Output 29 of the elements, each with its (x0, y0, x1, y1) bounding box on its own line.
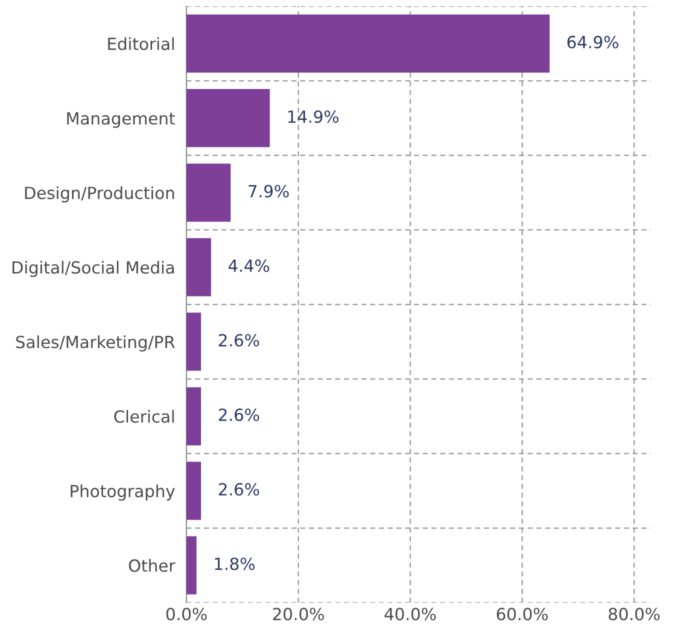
bar (186, 164, 231, 222)
data-label: 7.9% (248, 184, 289, 198)
data-label: 2.6% (218, 408, 260, 422)
x-tick-label: 0.0% (166, 608, 207, 620)
x-tick-label: 60.0% (496, 608, 548, 620)
y-tick-label: Sales/Marketing/PR (16, 335, 175, 352)
bar (186, 89, 270, 148)
bar (186, 462, 201, 520)
data-label: 64.9% (567, 36, 618, 48)
y-tick-label: Management (67, 112, 175, 128)
data-label: 4.4% (228, 259, 270, 272)
data-label: 1.8% (215, 558, 255, 570)
y-tick-label: Digital/Social Media (12, 260, 174, 277)
bar (186, 238, 212, 296)
data-label: 2.6% (218, 334, 260, 347)
bar (186, 536, 197, 594)
data-label: 2.6% (218, 483, 260, 496)
x-tick-label: 20.0% (273, 608, 324, 620)
y-tick-label: Clerical (114, 410, 174, 423)
bar (186, 14, 550, 73)
y-tick-label: Photography (70, 484, 175, 501)
y-tick-label: Other (128, 559, 176, 572)
bar (186, 312, 201, 371)
data-label: 14.9% (288, 110, 339, 123)
y-tick-label: Editorial (108, 37, 174, 50)
y-tick-label: Design/Production (25, 186, 174, 202)
x-tick-label: 80.0% (608, 608, 660, 620)
bar (186, 387, 201, 446)
x-tick-label: 40.0% (384, 608, 436, 620)
